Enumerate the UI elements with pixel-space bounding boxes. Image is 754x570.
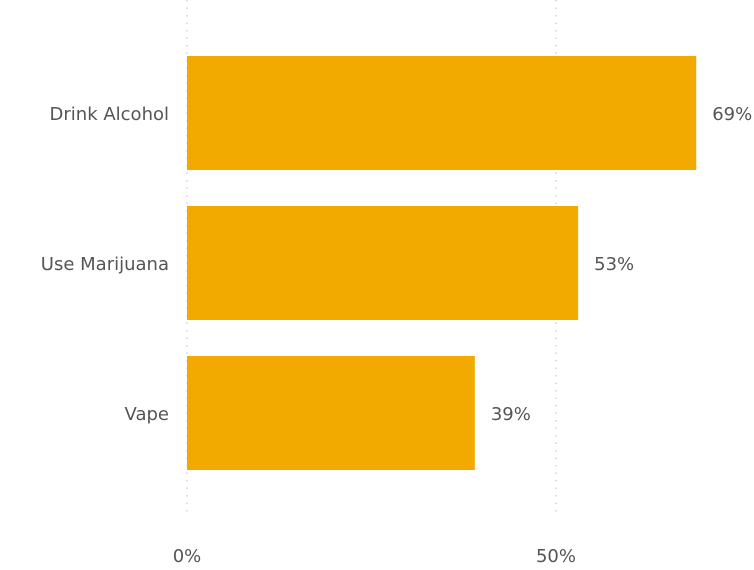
bars xyxy=(187,56,697,470)
bar xyxy=(187,356,475,470)
value-labels: 69% 53% 39% xyxy=(491,104,752,425)
x-tick-label: 0% xyxy=(173,546,202,567)
data-label: 53% xyxy=(594,254,634,275)
x-tick-label: 50% xyxy=(536,546,576,567)
category-label: Use Marijuana xyxy=(41,254,169,275)
data-label: 39% xyxy=(491,404,531,425)
x-axis-ticks: 0% 50% xyxy=(173,546,576,567)
data-label: 69% xyxy=(712,104,752,125)
category-labels: Drink Alcohol Use Marijuana Vape xyxy=(41,104,169,425)
bar xyxy=(187,56,697,170)
category-label: Vape xyxy=(125,404,169,425)
category-label: Drink Alcohol xyxy=(50,104,169,125)
bar xyxy=(187,206,579,320)
